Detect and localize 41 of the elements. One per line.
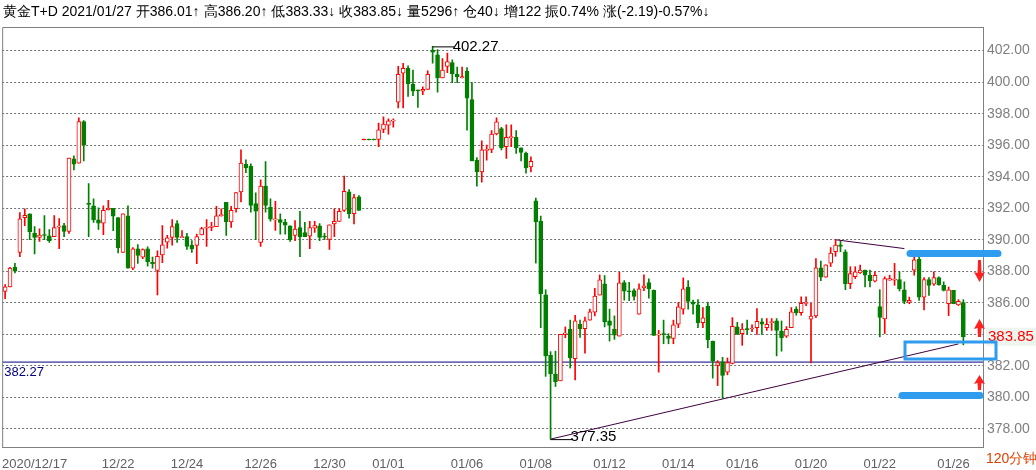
x-tick-label: 01/12	[593, 456, 626, 470]
text: 振0.74%	[545, 3, 599, 19]
x-tick-label: 01/20	[794, 456, 828, 470]
ref-line-label: 382.27	[4, 363, 44, 379]
x-tick-label: 12/26	[244, 456, 277, 470]
x-tick-label: 01/26	[937, 456, 970, 470]
text: 增122	[503, 3, 542, 19]
x-tick-label: 01/14	[662, 456, 695, 470]
text: 收383.85↓	[339, 3, 404, 19]
x-axis-title: 120分钟	[986, 449, 1036, 466]
y-tick-label: 378.00	[987, 419, 1031, 436]
text: 高386.20↑	[203, 3, 268, 19]
x-tick-label: 01/22	[863, 456, 897, 470]
x-tick-label: 12/22	[101, 456, 135, 470]
annotation: 402.27	[452, 36, 499, 54]
x-tick-label: 12/30	[313, 456, 346, 470]
y-tick-label: 398.00	[987, 104, 1031, 121]
text: 仓40↓	[463, 3, 500, 19]
y-tick-label: 394.00	[987, 167, 1031, 184]
y-tick-label: 380.00	[987, 388, 1031, 405]
y-tick-label: 386.00	[987, 293, 1031, 310]
y-tick-label: 382.00	[987, 356, 1031, 373]
x-tick-label: 01/08	[519, 456, 553, 470]
x-tick-label: 01/06	[450, 456, 484, 470]
annotation: 377.35	[570, 427, 617, 445]
chart-title: 黄金T+D 2021/01/27	[3, 3, 132, 19]
text: 量5296↑	[407, 3, 460, 19]
y-tick-label: 392.00	[987, 199, 1031, 216]
text: 低383.33↓	[271, 3, 336, 19]
y-tick-label: 388.00	[987, 262, 1031, 279]
text: 开386.01↑	[135, 3, 200, 19]
x-tick-label: 01/01	[372, 456, 405, 470]
text: 涨(-2.19)-0.57%↓	[602, 3, 710, 19]
x-tick-label: 2020/12/17	[2, 456, 68, 470]
y-tick-label: 400.00	[987, 73, 1031, 90]
y-tick-label: 402.00	[987, 41, 1031, 58]
text: 383.85	[988, 326, 1034, 344]
y-tick-label: 396.00	[987, 136, 1031, 153]
x-tick-label: 01/16	[725, 456, 759, 470]
x-tick-label: 12/24	[170, 456, 204, 470]
y-tick-label: 390.00	[987, 230, 1031, 247]
